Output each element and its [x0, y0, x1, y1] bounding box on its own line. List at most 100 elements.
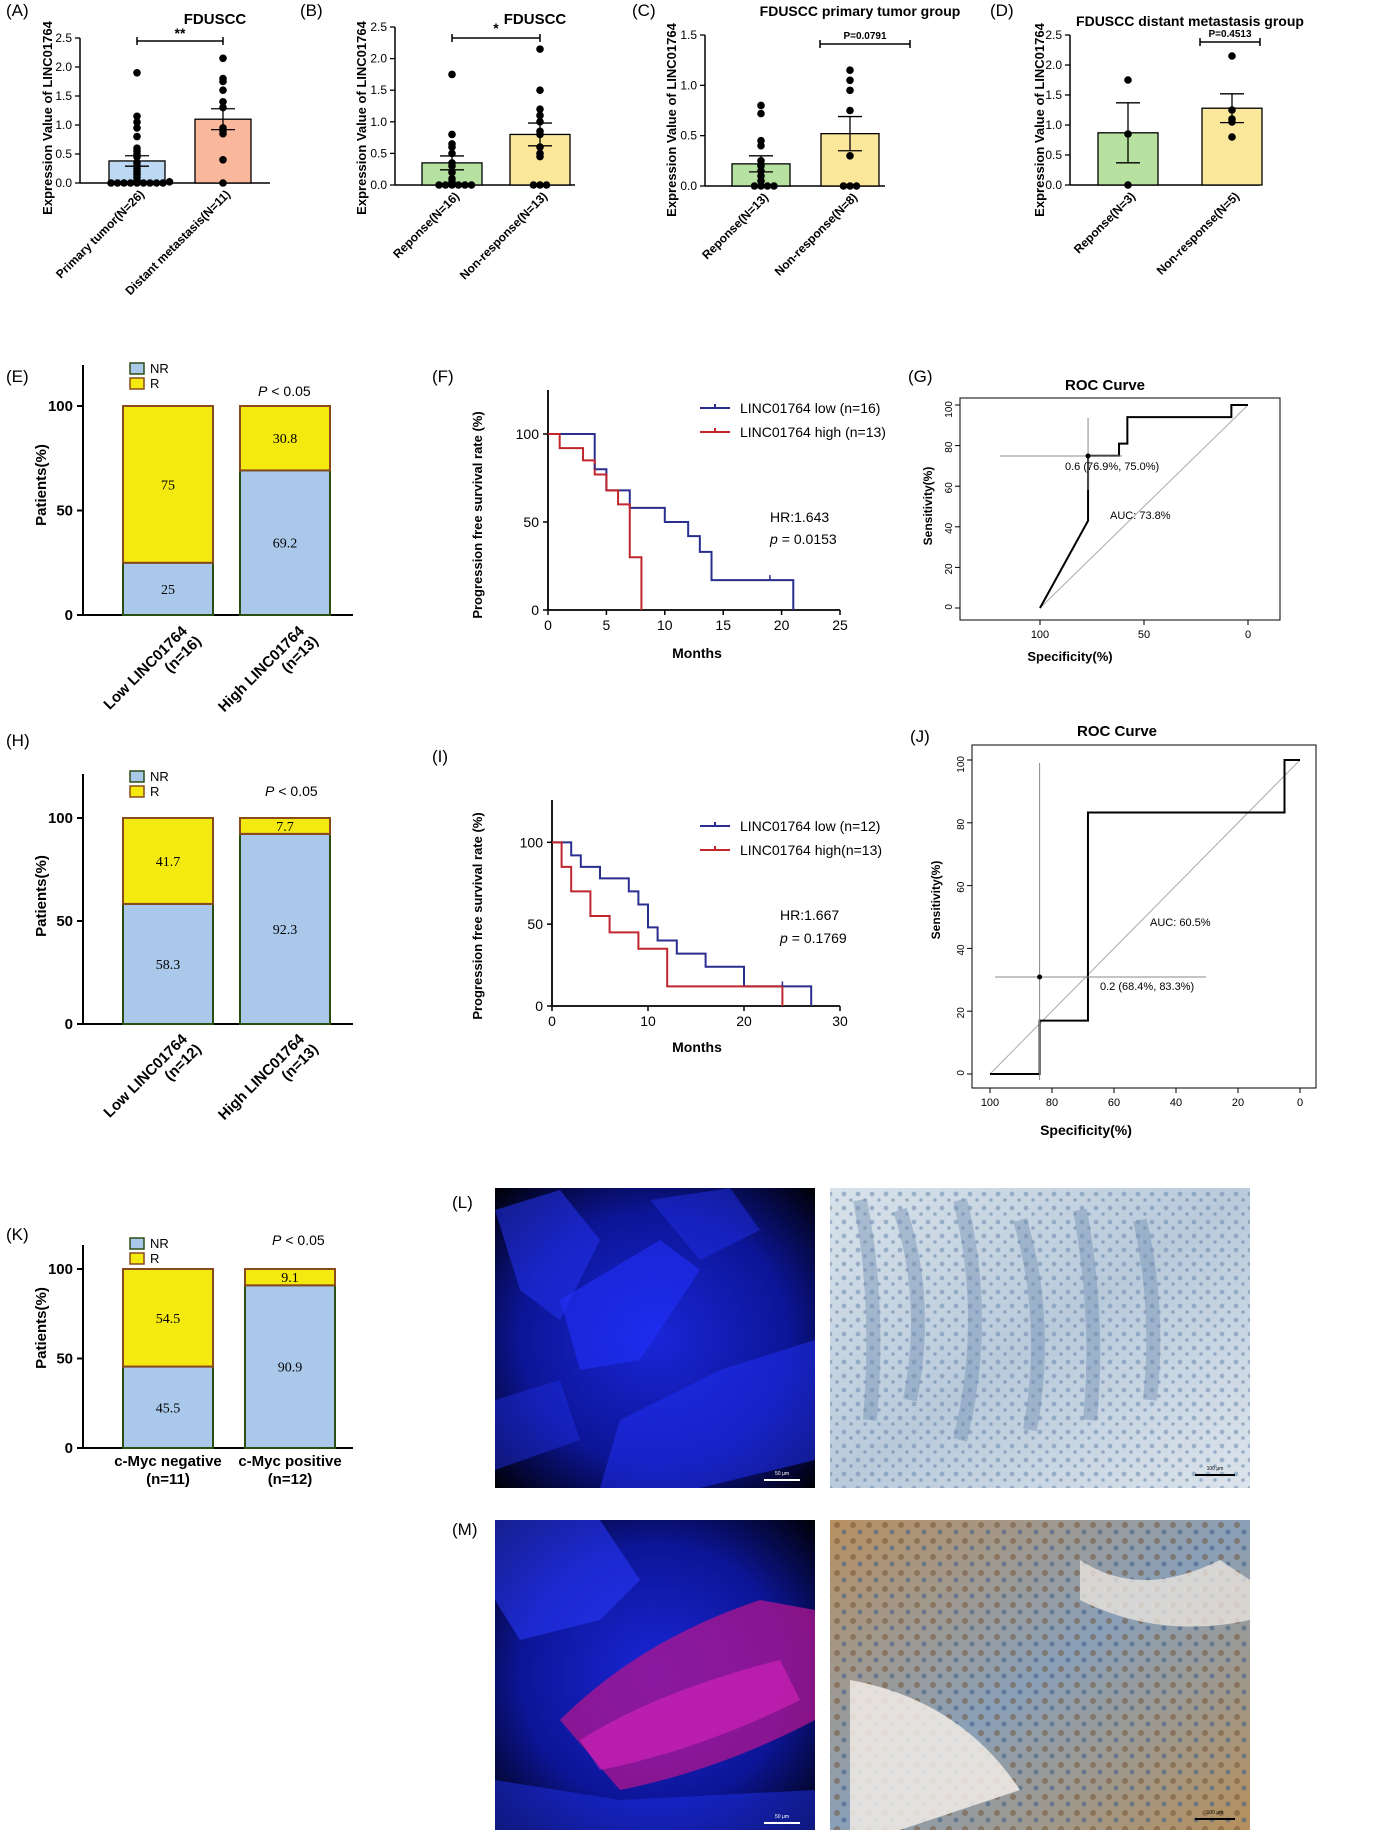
panel-c-ytick-label: 0.0	[680, 179, 697, 193]
panel-j-auc: AUC: 60.5%	[1150, 917, 1211, 929]
panel-f-legend-label-low: LINC01764 low (n=16)	[740, 400, 880, 416]
panel-c-data-point	[846, 152, 854, 160]
panel-f-km-curve: (F) Progression free survival rate (%) M…	[432, 367, 886, 661]
panel-c-category-label: Reponse(N=13)	[699, 190, 771, 262]
panel-g-ytick-label: 100	[944, 401, 955, 418]
panel-a-sig: **	[175, 25, 186, 41]
panel-c-data-point	[846, 66, 854, 75]
panel-i-xtick-label: 30	[832, 1013, 848, 1029]
panel-k-bar-r-label: 54.5	[156, 1312, 181, 1327]
panel-k-legend-swatch-nr	[129, 1237, 145, 1250]
panel-a-data-point	[159, 179, 167, 187]
panel-c-data-point	[757, 109, 765, 118]
panel-f-km-line-high	[548, 433, 643, 610]
panel-m-if-image: 50 μm	[495, 1520, 815, 1830]
panel-b-data-point	[536, 86, 544, 94]
panel-e-ytick-label: 50	[56, 503, 73, 520]
panel-h-pval: P < 0.05	[265, 783, 318, 799]
panel-g-ytick-label: 80	[944, 441, 955, 453]
panel-i-xtick-label: 0	[548, 1013, 556, 1029]
panel-e-legend-swatch-r	[129, 377, 145, 390]
panel-d-data-point	[1124, 76, 1132, 84]
panel-b-data-point	[467, 181, 476, 189]
panel-k-category-label-n: (n=12)	[268, 1471, 313, 1488]
panel-b-ytick-label: 2.5	[370, 20, 387, 34]
panel-b-data-point	[529, 181, 538, 189]
panel-i-ylabel: Progression free survival rate (%)	[470, 812, 485, 1019]
panel-h-ylabel: Patients(%)	[33, 855, 50, 937]
panel-a-data-point	[139, 179, 148, 187]
panel-l-images: (L) 50 μm 100 μm	[452, 1188, 1250, 1488]
panel-c-data-point	[750, 182, 759, 190]
panel-c-letter: (C)	[632, 1, 656, 20]
panel-b-data-point	[448, 174, 456, 183]
panel-e-bar-nr-label: 69.2	[273, 537, 298, 552]
panel-g-roc: (G) ROC Curve Specificity(%) Sensitivity…	[908, 367, 1281, 664]
panel-k-ytick-label: 0	[65, 1440, 73, 1457]
panel-m-scale-left: 50 μm	[775, 1814, 789, 1820]
panel-h-bar-r	[122, 817, 214, 905]
panel-k-category-label-n: (n=11)	[146, 1471, 190, 1488]
panel-h-stacked-bar: (H) Patients(%) P < 0.05 05010058.341.7Lo…	[6, 731, 353, 1124]
panel-k-bar-r-label: 9.1	[281, 1271, 299, 1286]
panel-d-ytick-label: 1.5	[1045, 88, 1062, 102]
panel-h-legend-r: R	[150, 784, 159, 799]
panel-h-legend-nr: NR	[150, 769, 169, 784]
panel-f-hr: HR:1.643	[770, 509, 829, 525]
panel-b-data-point	[461, 181, 469, 189]
panel-f-legend-label-high: LINC01764 high (n=13)	[740, 424, 886, 440]
panel-e-ytick-label: 100	[48, 398, 73, 415]
panel-c-data-point	[763, 182, 772, 190]
panel-c-data-point	[757, 136, 765, 145]
panel-h-pval-text: < 0.05	[278, 783, 318, 799]
panel-e-pval-text: < 0.05	[271, 383, 311, 399]
panel-h-ytick-label: 50	[56, 913, 73, 930]
panel-a-ytick-label: 0.5	[55, 147, 72, 161]
panel-j-ytick-label: 20	[956, 1007, 967, 1019]
panel-i-legend-label-low: LINC01764 low (n=12)	[740, 818, 880, 834]
panel-j-point-label: 0.2 (68.4%, 83.3%)	[1100, 981, 1194, 993]
panel-b-category-label: Reponse(N=16)	[390, 189, 462, 261]
panel-d-ytick-label: 0.5	[1045, 148, 1062, 162]
panel-g-xtick-label: 0	[1245, 629, 1251, 641]
panel-h-ytick-label: 0	[65, 1016, 73, 1033]
panel-h-bar-r-label: 7.7	[276, 820, 294, 835]
panel-g-xlabel: Specificity(%)	[1027, 649, 1112, 664]
panel-j-reference-line	[989, 759, 1301, 1075]
panel-f-letter: (F)	[432, 367, 454, 386]
panel-k-ytick-label: 50	[56, 1351, 73, 1368]
panel-c-category-label: Non-response(N=8)	[772, 190, 860, 278]
panel-d-scatter-bar: (D) FDUSCC distant metastasis group Expr…	[990, 1, 1304, 278]
panel-c-ytick-label: 1.5	[680, 28, 697, 42]
panel-c-data-point	[846, 86, 854, 95]
panel-g-auc: AUC: 73.8%	[1110, 510, 1171, 522]
panel-d-data-point	[1124, 130, 1132, 138]
panel-i-legend-label-high: LINC01764 high(n=13)	[740, 842, 882, 858]
panel-j-ytick-label: 60	[956, 881, 967, 893]
panel-g-ytick-label: 60	[944, 482, 955, 494]
panel-h-legend-swatch-nr	[129, 770, 145, 783]
panel-f-xtick-label: 20	[774, 617, 790, 633]
panel-g-title: ROC Curve	[1065, 377, 1145, 394]
panel-k-plabel: P	[272, 1232, 282, 1248]
panel-b-data-point	[448, 70, 456, 79]
panel-g-threshold-point	[1085, 453, 1091, 459]
panel-j-ytick-label: 80	[956, 818, 967, 830]
panel-g-xtick-label: 50	[1138, 629, 1150, 641]
panel-g-ytick-label: 40	[944, 522, 955, 534]
panel-g-xtick-label: 100	[1031, 629, 1049, 641]
panel-a-data-point	[133, 132, 141, 141]
panel-d-data-point	[1228, 133, 1236, 141]
panel-a-ytick-label: 2.0	[55, 60, 72, 74]
panel-c-ytick-label: 1.0	[680, 78, 697, 92]
panel-e-legend-swatch-nr	[129, 362, 145, 375]
panel-d-data-point	[1228, 52, 1236, 60]
panel-d-ytick-label: 2.5	[1045, 28, 1062, 42]
panel-d-ylabel: Expression Value of LINC01764	[1032, 22, 1047, 216]
panel-b-sig: *	[493, 20, 499, 36]
panel-a-data-point	[219, 74, 227, 83]
panel-c-data-point	[846, 182, 854, 190]
panel-a-data-point	[133, 144, 141, 152]
panel-d-ytick-label: 1.0	[1045, 118, 1062, 132]
panel-j-xlabel: Specificity(%)	[1040, 1122, 1132, 1138]
